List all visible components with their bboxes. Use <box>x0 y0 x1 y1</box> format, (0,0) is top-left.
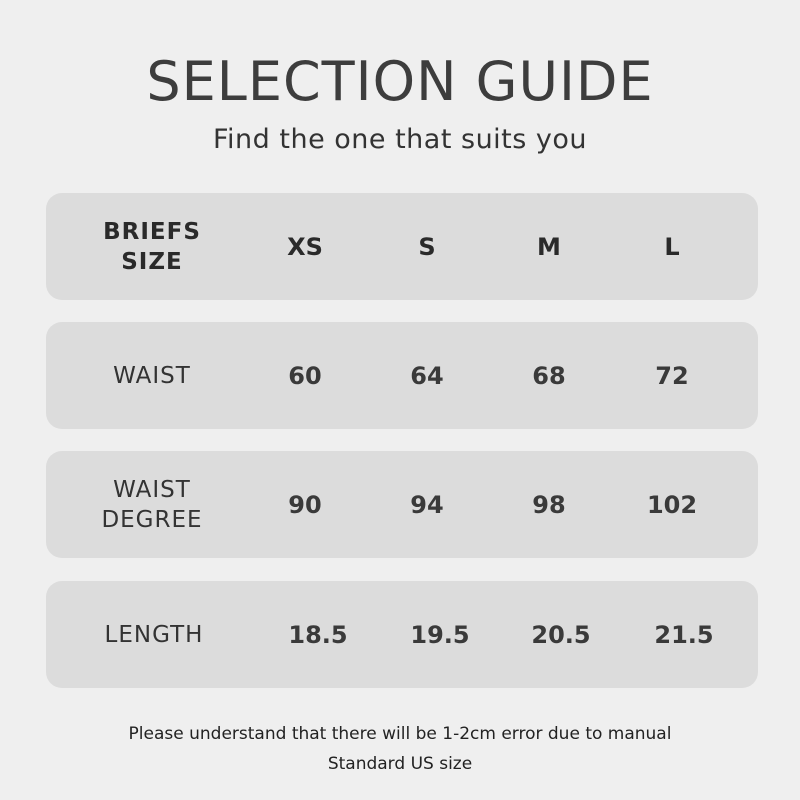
header-size: M <box>537 232 561 261</box>
cell-value: 60 <box>288 361 322 390</box>
cell-value: 98 <box>532 490 566 519</box>
cell-value: 102 <box>646 490 698 519</box>
page-subtitle: Find the one that suits you <box>212 124 588 155</box>
header-size: S <box>418 232 436 261</box>
cell-value: 68 <box>532 361 566 390</box>
cell-value: 18.5 <box>288 620 348 649</box>
row-label: LENGTH <box>104 621 204 648</box>
header-size: L <box>664 232 680 261</box>
row-label: WAIST DEGREE <box>101 476 203 533</box>
cell-value: 72 <box>655 361 689 390</box>
cell-value: 94 <box>410 490 444 519</box>
error-note: Please understand that there will be 1-2… <box>128 724 672 744</box>
size-header-row: BRIEFS SIZE XS S M L <box>46 193 758 300</box>
row-label: WAIST <box>113 362 191 389</box>
header-size: XS <box>287 232 323 261</box>
header-label: BRIEFS SIZE <box>103 218 201 275</box>
page-title: SELECTION GUIDE <box>146 50 654 113</box>
size-standard-note: Standard US size <box>327 754 473 774</box>
table-row: LENGTH 18.5 19.5 20.5 21.5 <box>46 581 758 688</box>
cell-value: 21.5 <box>654 620 714 649</box>
cell-value: 90 <box>288 490 322 519</box>
table-row: WAIST 60 64 68 72 <box>46 322 758 429</box>
cell-value: 64 <box>410 361 444 390</box>
table-row: WAIST DEGREE 90 94 98 102 <box>46 451 758 558</box>
cell-value: 19.5 <box>410 620 470 649</box>
cell-value: 20.5 <box>531 620 591 649</box>
